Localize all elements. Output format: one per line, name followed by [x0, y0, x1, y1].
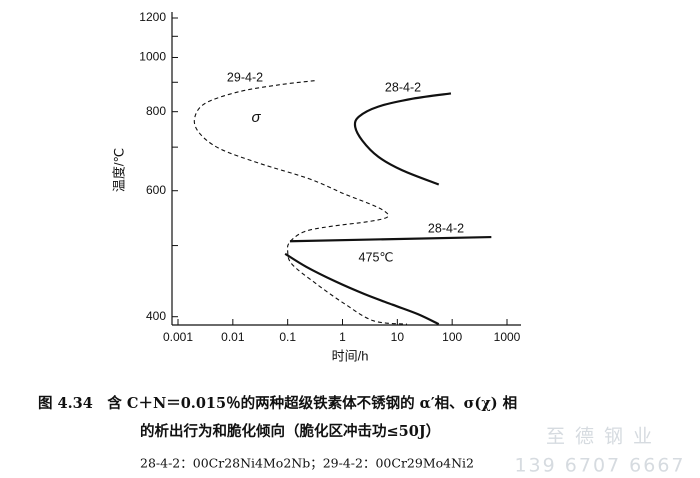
x-tick-label: 10: [391, 330, 405, 344]
caption: 28-4-2：00Cr28Ni4Mo2Nb；29-4-2：00Cr29Mo4Ni…: [140, 456, 474, 471]
curve: [284, 252, 440, 326]
x-axis-label: 时间/h: [332, 348, 369, 363]
annotation: σ: [251, 109, 261, 126]
x-tick-label: 0.001: [163, 330, 193, 344]
y-tick-label: 400: [146, 309, 166, 323]
x-tick-label: 1000: [494, 330, 521, 344]
y-tick-label: 800: [146, 104, 166, 118]
caption: 的析出行为和脆化倾向（脆化区冲击功≤50J）: [140, 422, 440, 440]
y-tick-label: 1200: [139, 10, 166, 24]
annotation: 28-4-2: [428, 221, 464, 235]
annotation: 475℃: [359, 250, 394, 264]
x-tick-label: 0.1: [279, 330, 296, 344]
curve: [193, 80, 408, 325]
watermark: 139 6707 6667: [514, 455, 685, 477]
y-axis-label: 温度/℃: [111, 148, 126, 192]
y-tick-label: 600: [146, 183, 166, 197]
x-tick-label: 100: [442, 330, 462, 344]
caption: 图 4.34 含 C＋N＝0.015％的两种超级铁素体不锈钢的 α′相、σ(χ)…: [38, 394, 517, 412]
curve: [289, 235, 492, 243]
x-tick-label: 1: [339, 330, 346, 344]
watermark: 至 德 钢 业: [546, 426, 654, 448]
curve: [353, 92, 452, 186]
x-tick-label: 0.01: [221, 330, 245, 344]
annotation: 28-4-2: [385, 80, 421, 94]
annotation: 29-4-2: [227, 70, 263, 84]
y-tick-label: 1000: [139, 50, 166, 64]
